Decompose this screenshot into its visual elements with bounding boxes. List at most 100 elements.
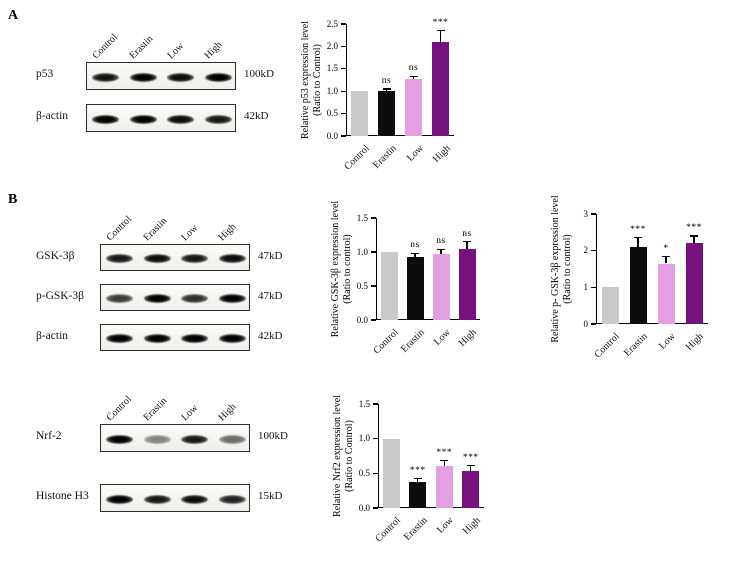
significance-label: *** [409, 465, 426, 476]
protein-band [181, 494, 209, 504]
chart-gsk3b: Relative GSK-3β expression level (Ratio … [328, 201, 492, 372]
protein-band [106, 254, 134, 263]
error-bar [417, 478, 419, 482]
protein-band [92, 72, 120, 82]
significance-label: *** [436, 447, 453, 458]
y-tick-label: 2.0 [326, 40, 338, 51]
bar [601, 287, 619, 324]
protein-band [143, 434, 171, 444]
y-tick-label: 0.0 [356, 314, 368, 325]
bar [462, 471, 480, 508]
lane-label: High [202, 39, 225, 62]
y-axis-label: Relative Nrf2 expression level (Ratio to… [332, 395, 355, 517]
error-bar [470, 465, 472, 472]
chart-p-gsk3b: Relative p- GSK-3β expression level (Rat… [548, 195, 720, 376]
significance-label: * [663, 243, 669, 254]
blot-box [86, 62, 236, 90]
y-tick-mark [341, 90, 346, 92]
protein-band [92, 114, 120, 124]
panel-b-label: B [8, 192, 18, 207]
significance-label: ns [410, 240, 420, 251]
blot-row-label: β-actin [36, 329, 69, 342]
protein-band [167, 114, 195, 124]
molecular-weight-label: 47kD [258, 249, 283, 262]
error-bar [665, 256, 667, 264]
blot-box [100, 424, 250, 452]
protein-band [143, 254, 171, 263]
bar [380, 252, 398, 320]
error-bar [443, 460, 445, 467]
error-bar-cap [690, 235, 698, 237]
y-tick-mark [341, 23, 346, 25]
protein-band [143, 294, 171, 303]
lane-label: Control [104, 213, 134, 244]
y-tick-label: 1.5 [326, 63, 338, 74]
y-tick-mark [373, 403, 378, 405]
error-bar-cap [413, 478, 422, 480]
bar [405, 79, 422, 136]
bar [432, 41, 449, 136]
blot-row-label: p-GSK-3β [36, 289, 85, 302]
bar [685, 243, 703, 324]
y-tick-label: 2 [583, 245, 589, 256]
y-tick-label: 1 [583, 281, 589, 292]
lane-label: Control [90, 31, 120, 62]
protein-band [181, 334, 209, 343]
y-tick-mark [373, 472, 378, 474]
plot-area [346, 24, 454, 136]
y-tick-label: 1.0 [356, 246, 368, 257]
y-tick-mark [371, 319, 376, 321]
blot-box [100, 484, 250, 512]
lane-label: Low [165, 40, 187, 62]
error-bar-cap [662, 256, 670, 258]
protein-band [106, 434, 134, 444]
protein-band [218, 494, 246, 504]
bar [458, 248, 476, 320]
y-tick-mark [371, 285, 376, 287]
y-tick-mark [591, 286, 596, 288]
bar [409, 481, 427, 508]
y-tick-mark [341, 113, 346, 115]
plot-area [596, 214, 708, 324]
protein-band [218, 434, 246, 444]
y-axis-label: Relative GSK-3β expression level (Ratio … [330, 200, 353, 338]
error-bar [385, 88, 388, 92]
lane-label: Erastin [141, 395, 170, 424]
protein-band [129, 72, 157, 82]
protein-band [204, 72, 232, 82]
panel-a-label: A [8, 8, 19, 23]
y-tick-mark [591, 250, 596, 252]
protein-band [204, 114, 232, 124]
y-tick-label: 3 [583, 208, 589, 219]
protein-band [143, 494, 171, 504]
blot-row-label: p53 [36, 68, 54, 80]
y-tick-mark [371, 251, 376, 253]
blot-row-label: Histone H3 [36, 490, 89, 502]
y-axis-label: Relative p- GSK-3β expression level (Rat… [550, 195, 573, 343]
significance-label: *** [462, 452, 479, 463]
error-bar [440, 249, 442, 255]
chart-p53: Relative p53 expression level (Ratio to … [298, 8, 466, 188]
y-tick-mark [591, 213, 596, 215]
protein-band [106, 494, 134, 504]
blot-row-label: β-actin [36, 110, 69, 122]
significance-label: *** [432, 17, 449, 28]
y-tick-mark [591, 323, 596, 325]
y-tick-mark [373, 507, 378, 509]
y-tick-label: 1.5 [356, 212, 368, 223]
blot-row-label: GSK-3β [36, 249, 75, 262]
error-bar-cap [463, 241, 471, 243]
error-bar-cap [440, 460, 449, 462]
bar [406, 256, 424, 320]
y-tick-label: 0.0 [326, 130, 338, 141]
protein-band [106, 294, 134, 303]
blot-box [100, 284, 250, 311]
y-tick-label: 0.5 [358, 467, 370, 478]
molecular-weight-label: 42kD [258, 329, 283, 342]
protein-band [167, 72, 195, 82]
significance-label: ns [408, 63, 419, 74]
y-tick-label: 0.5 [326, 108, 338, 119]
error-bar-cap [466, 465, 475, 467]
blot-box [100, 244, 250, 271]
y-tick-mark [341, 45, 346, 47]
